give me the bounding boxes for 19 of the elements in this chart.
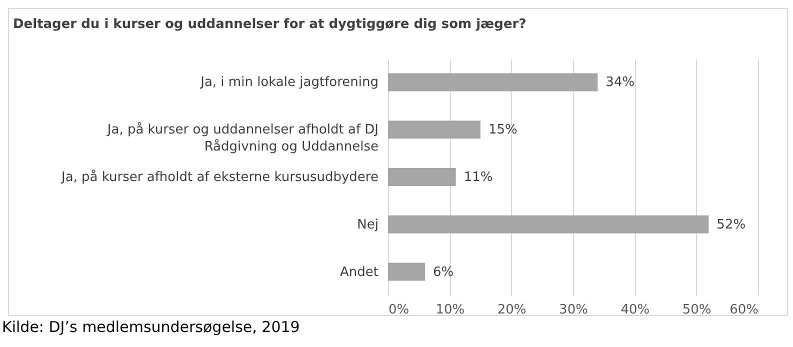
data-label: 11% xyxy=(464,170,493,185)
data-label: 15% xyxy=(488,122,518,138)
x-tick-label: 20% xyxy=(497,302,526,318)
x-tick-label: 30% xyxy=(559,302,588,318)
data-label: 34% xyxy=(606,75,635,90)
x-tick-label: 40% xyxy=(620,302,650,318)
x-tick-label: 60% xyxy=(730,302,758,318)
text: Deltager du i kurser og uddannelser for at dygtiggøre dig som jæger? xyxy=(13,17,526,32)
text: Kilde: DJ’s medlemsundersøgelse, 2019 xyxy=(2,318,300,336)
y-tick-label: Ja, på kurser afholdt af eksterne kursusudbydere xyxy=(60,169,378,185)
x-tick-label: 50% xyxy=(682,302,712,318)
data-label: 6% xyxy=(433,264,454,280)
y-tick-label: Andet xyxy=(340,264,378,280)
data-label: 52% xyxy=(716,217,746,232)
y-tick-label: Ja, på kurser og uddannelser afholdt af DJ Rådgivning og Uddannelse xyxy=(106,122,378,155)
y-tick-label: Ja, i min lokale jagtforening xyxy=(200,75,378,90)
y-tick-label: Nej xyxy=(357,217,378,232)
x-tick-label: 0% xyxy=(388,302,410,318)
x-tick-label: 10% xyxy=(436,302,465,318)
